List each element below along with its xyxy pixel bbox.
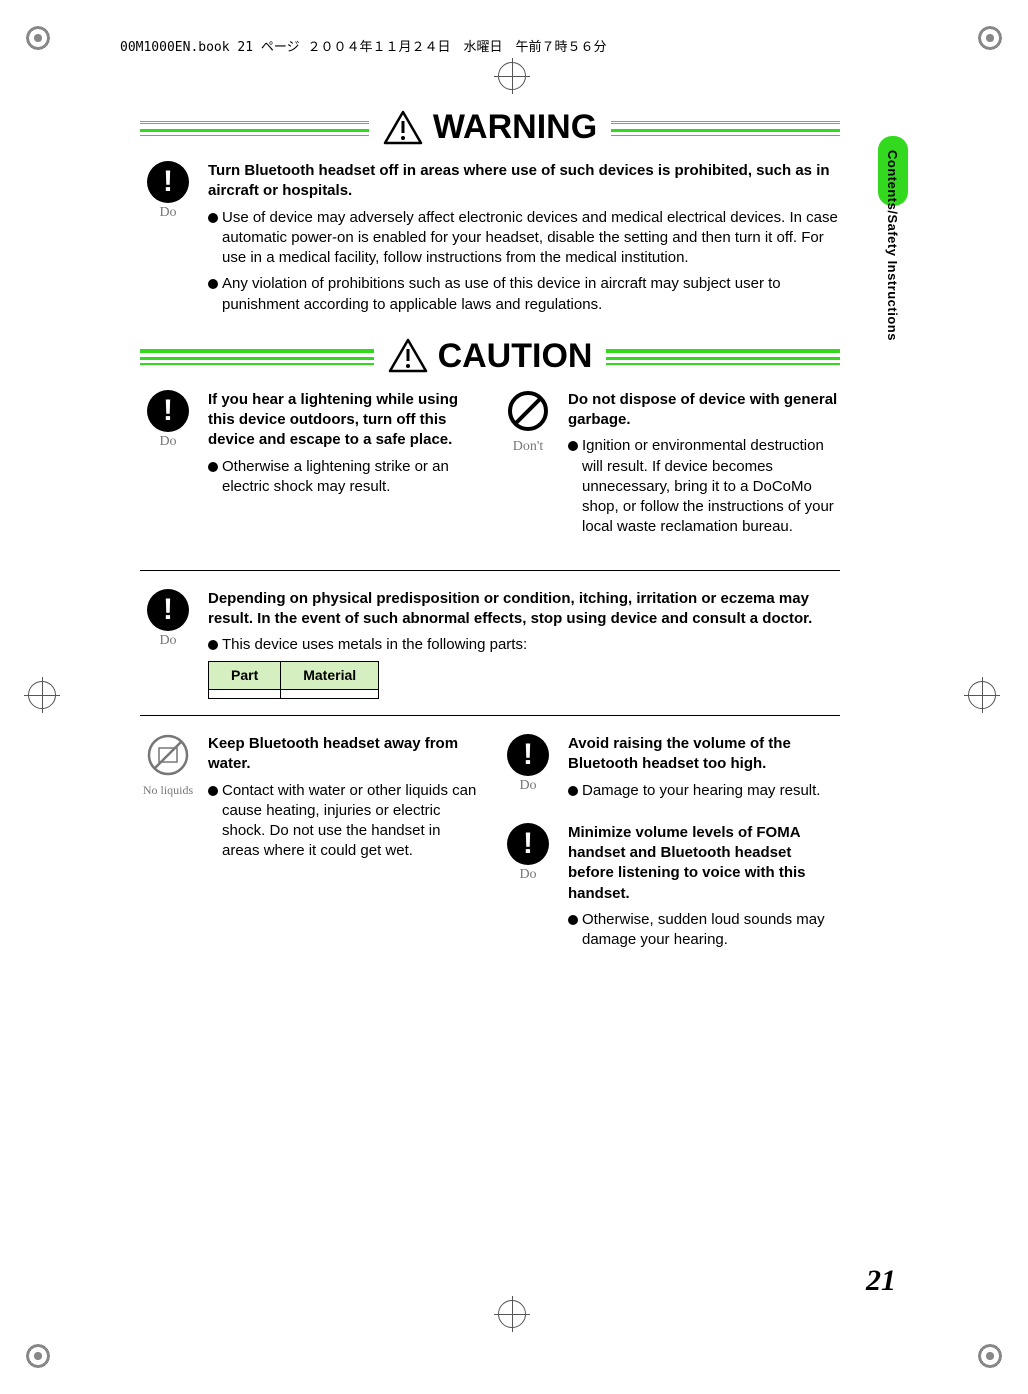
bullet-text: Any violation of prohibitions such as us… xyxy=(222,274,840,315)
caution-block-right1: Don't Do not dispose of device with gene… xyxy=(500,390,840,544)
do-icon: ! xyxy=(507,734,549,776)
materials-table: Part Material xyxy=(208,661,379,699)
page-content: WARNING ! Do Turn Bluetooth headset off … xyxy=(140,100,840,972)
bullet-text: This device uses metals in the following… xyxy=(222,635,840,655)
instruction-heading: Depending on physical predisposition or … xyxy=(208,589,840,630)
bullet-text: Otherwise a lightening strike or an elec… xyxy=(222,457,480,498)
divider xyxy=(140,570,840,571)
divider xyxy=(140,715,840,716)
instruction-heading: Keep Bluetooth headset away from water. xyxy=(208,734,480,775)
bullet-text: Otherwise, sudden loud sounds may damage… xyxy=(582,910,840,951)
warning-banner: WARNING xyxy=(140,108,840,147)
caution-block-left1: ! Do If you hear a lightening while usin… xyxy=(140,390,480,503)
do-icon: ! xyxy=(147,589,189,631)
warning-triangle-icon xyxy=(383,110,423,146)
section-label: Contents/Safety Instructions xyxy=(885,150,900,341)
caution-block-right3b: ! Do Minimize volume levels of FOMA hand… xyxy=(500,823,840,957)
registration-mark-icon xyxy=(494,1296,534,1336)
instruction-heading: If you hear a lightening while using thi… xyxy=(208,390,480,451)
do-icon: ! xyxy=(147,390,189,432)
icon-label: Do xyxy=(140,633,196,649)
crop-mark-icon xyxy=(24,1342,52,1370)
bullet-text: Contact with water or other liquids can … xyxy=(222,781,480,862)
icon-label: Do xyxy=(140,434,196,450)
page-number: 21 xyxy=(866,1264,896,1298)
caution-banner: CAUTION xyxy=(140,337,840,376)
bullet-text: Ignition or environmental destruction wi… xyxy=(582,436,840,537)
document-meta: 00M1000EN.book 21 ページ ２００４年１１月２４日 水曜日 午前… xyxy=(120,36,606,55)
caution-block-right3a: ! Do Avoid raising the volume of the Blu… xyxy=(500,734,840,807)
table-cell xyxy=(209,690,281,699)
icon-label: Do xyxy=(140,205,196,221)
warning-title: WARNING xyxy=(433,108,597,147)
crop-mark-icon xyxy=(976,24,1004,52)
bullet-text: Use of device may adversely affect elect… xyxy=(222,208,840,269)
caution-block-left3: No liquids Keep Bluetooth headset away f… xyxy=(140,734,480,868)
icon-label: Don't xyxy=(500,439,556,455)
icon-label: No liquids xyxy=(140,783,196,798)
crop-mark-icon xyxy=(976,1342,1004,1370)
table-cell xyxy=(281,690,379,699)
table-header: Material xyxy=(281,662,379,690)
registration-mark-icon xyxy=(494,58,534,98)
crop-mark-icon xyxy=(24,24,52,52)
registration-mark-icon xyxy=(24,677,64,717)
caution-block-2: ! Do Depending on physical predispositio… xyxy=(140,589,840,700)
warning-block-1: ! Do Turn Bluetooth headset off in areas… xyxy=(140,161,840,321)
dont-icon xyxy=(507,390,549,432)
icon-label: Do xyxy=(500,778,556,794)
caution-title: CAUTION xyxy=(438,337,593,376)
registration-mark-icon xyxy=(964,677,1004,717)
do-icon: ! xyxy=(507,823,549,865)
instruction-heading: Turn Bluetooth headset off in areas wher… xyxy=(208,161,840,202)
caution-triangle-icon xyxy=(388,338,428,374)
no-liquids-icon xyxy=(147,734,189,776)
instruction-heading: Minimize volume levels of FOMA handset a… xyxy=(568,823,840,904)
instruction-heading: Do not dispose of device with general ga… xyxy=(568,390,840,431)
do-icon: ! xyxy=(147,161,189,203)
icon-label: Do xyxy=(500,867,556,883)
instruction-heading: Avoid raising the volume of the Bluetoot… xyxy=(568,734,840,775)
table-header: Part xyxy=(209,662,281,690)
bullet-text: Damage to your hearing may result. xyxy=(582,781,840,801)
